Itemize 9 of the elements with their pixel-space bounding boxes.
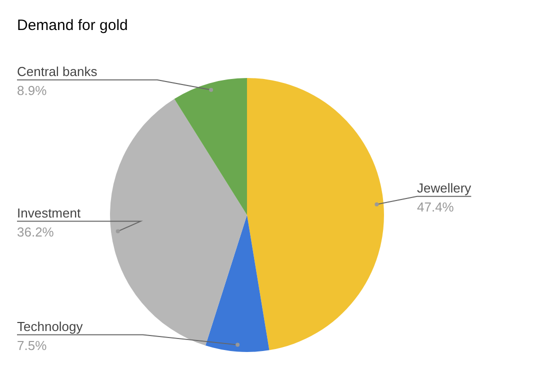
data-label: 47.4% (417, 199, 454, 214)
data-label: 8.9% (17, 82, 48, 98)
chart-title: Demand for gold (17, 17, 128, 34)
slice-label: Technology (17, 318, 84, 334)
data-label: 36.2% (17, 224, 54, 240)
data-label: 7.5% (17, 338, 48, 353)
slice-label: Jewellery (417, 180, 472, 196)
slice-label: Investment (17, 205, 81, 220)
slice-label: Central banks (17, 64, 98, 79)
